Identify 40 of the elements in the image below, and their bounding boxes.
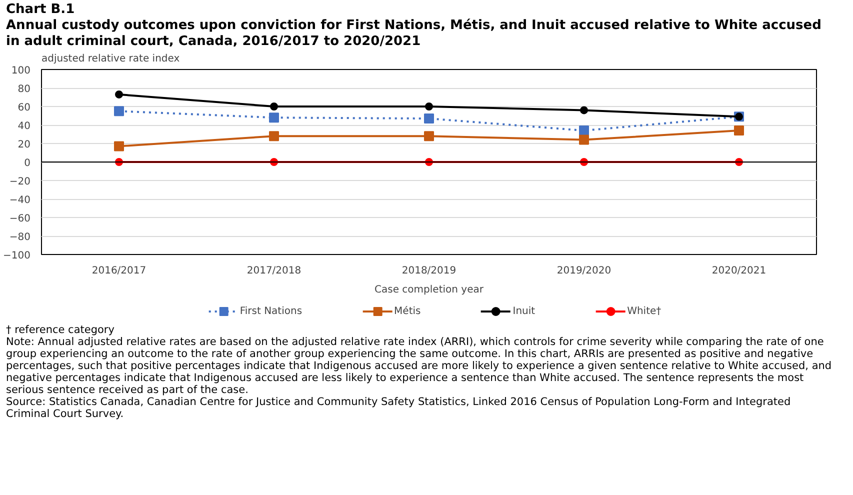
x-tick-label: 2016/2017 xyxy=(92,266,146,276)
point xyxy=(424,114,434,124)
y-axis-title: adjusted relative rate index xyxy=(42,54,180,64)
y-tick-label: −100 xyxy=(3,250,31,262)
x-tick-label: 2020/2021 xyxy=(712,266,766,276)
point xyxy=(579,126,589,136)
y-tick-label: 20 xyxy=(18,140,31,150)
point xyxy=(734,126,744,136)
y-tick-label: −20 xyxy=(9,176,31,188)
legend-label: First Nations xyxy=(240,306,302,316)
x-axis-title: Case completion year xyxy=(374,284,484,296)
point xyxy=(425,102,433,110)
y-tick-label: 60 xyxy=(18,102,31,114)
y-tick-label: −80 xyxy=(9,232,31,243)
legend-label: Inuit xyxy=(512,306,536,316)
chart-subtitle: Annual custody outcomes upon conviction for First Nations, Métis, and Inuit accused relative to White accused in adult criminal court, Canada, 2016/2017 to 2020/2021 xyxy=(6,18,822,49)
y-tick-label: −40 xyxy=(9,195,31,206)
x-tick-label: 2017/2018 xyxy=(246,266,302,276)
source-note: Source: Statistics Canada, Canadian Centre for Justice and Community Safety Statistics, Linked 2016 Census of Population Long-Form and Integrated Criminal Court Survey. xyxy=(6,396,792,420)
text: Note: Annual adjusted relative rates are based on the adjusted relative rate index (ARRI), which controls for crime severity while comparing the rate of one group experiencing an outcome to the rate of another group experiencing the same outcome. In this chart, ARRIs are presented as positive and negative percentages, such that positive percentages indicate that Indigenous accused are more likely to experience a given sentence relative to White accused, and negative percentages indicate that Indigenous accused are less likely to experience a sentence than White accused. The sentence represents the most serious sentence received as part of the case. xyxy=(6,336,833,396)
point xyxy=(114,106,124,116)
point xyxy=(269,131,279,142)
chart-title: Chart B.1 xyxy=(6,2,75,17)
legend-label: Métis xyxy=(394,306,421,316)
point xyxy=(269,112,279,123)
y-tick-label: 100 xyxy=(11,66,31,76)
point xyxy=(580,106,588,114)
point xyxy=(115,90,123,98)
point xyxy=(424,131,434,142)
x-tick-label: 2018/2019 xyxy=(402,266,456,276)
point xyxy=(579,134,589,145)
legend-label: White† xyxy=(627,306,662,316)
y-tick-label: 0 xyxy=(24,158,31,169)
y-tick-label: −60 xyxy=(9,214,31,224)
y-tick-label: 80 xyxy=(18,84,31,95)
x-tick-label: 2019/2020 xyxy=(556,266,612,276)
y-tick-label: 40 xyxy=(18,121,31,132)
text: † reference category xyxy=(6,324,116,336)
point xyxy=(114,141,124,152)
point xyxy=(270,102,278,110)
